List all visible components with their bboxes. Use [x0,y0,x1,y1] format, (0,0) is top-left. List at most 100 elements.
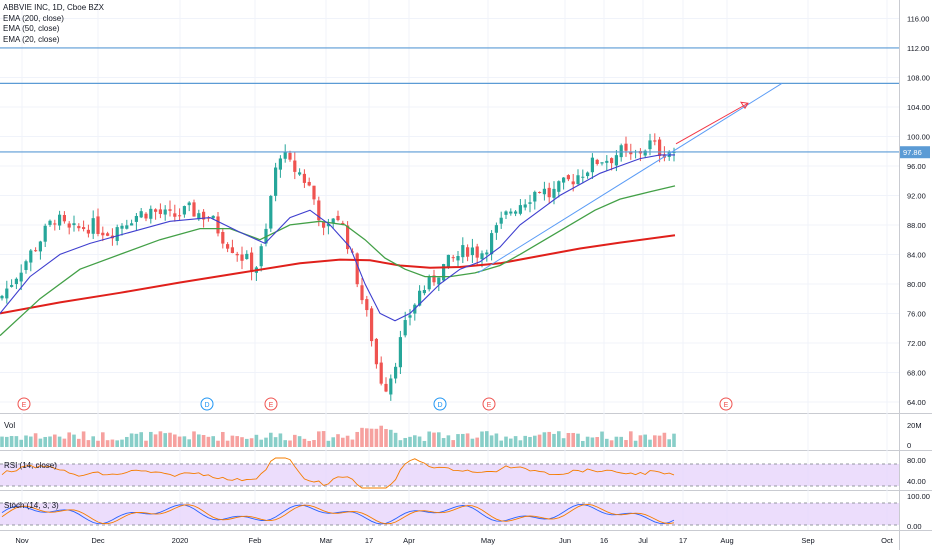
volume-bar [369,428,374,447]
volume-bar [379,425,383,447]
volume-bar [523,435,527,447]
candle-body [312,185,316,200]
volume-label[interactable]: Vol [4,421,16,430]
time-tick-label: Nov [15,536,29,545]
candle-body [629,152,633,155]
candle-body [106,233,110,236]
volume-bar [302,438,307,447]
volume-bar [542,432,547,447]
volume-bar [360,427,364,447]
volume-bar [5,436,9,447]
candle-body [86,229,90,234]
candle-body [317,200,321,221]
price-tick-label: 96.00 [907,162,926,171]
stoch-label[interactable]: Stoch (14, 3, 3) [4,501,59,510]
volume-bar [494,433,499,447]
candle-body [360,285,364,301]
rsi-line [1,457,675,489]
rsi-label[interactable]: RSI (14, close) [4,461,57,470]
candle-body [384,383,388,392]
volume-bar [605,438,609,447]
time-tick-label: Aug [720,536,733,545]
volume-bar [571,432,575,447]
candle-body [230,247,234,254]
volume-bar [269,432,273,447]
volume-bar [53,434,57,447]
volume-bar [451,440,455,447]
volume-bar [245,438,249,447]
volume-bar [566,433,571,447]
volume-bar [24,435,28,447]
volume-bar [336,434,340,447]
candle-body [82,227,86,230]
volume-bar [278,433,283,447]
candle-body [499,217,503,224]
candle-body [658,139,662,157]
volume-bar [326,440,331,447]
volume-bar [216,440,220,447]
volume-bar [312,440,316,447]
volume-bar [653,435,657,447]
volume-bar [297,436,302,447]
volume-bar [125,436,129,447]
candle-body [336,215,340,221]
candle-body [283,151,287,159]
volume-bar [101,432,105,447]
volume-bar [518,440,523,447]
volume-bar [513,436,518,447]
volume-bar [317,431,321,447]
volume-bar [389,429,393,447]
time-tick-label: 17 [365,536,373,545]
candle-body [168,209,172,211]
candle-body [307,181,311,186]
candle-body [643,150,647,156]
volume-bar [9,436,14,447]
candle-body [72,223,76,226]
price-tick-label: 80.00 [907,280,926,289]
candle-body [595,159,599,164]
volume-bar [489,435,494,447]
candle-body [62,214,66,222]
candle-body [374,338,378,365]
candle-body [274,167,278,196]
candle-body [403,320,407,336]
time-tick-label: Sep [801,536,814,545]
candle-body [398,337,402,368]
candle-body [389,378,393,395]
candle-body [485,252,489,255]
volume-bar [91,436,95,447]
volume-bar [417,436,422,447]
volume-bar [259,439,263,447]
legend-ema200[interactable]: EMA (200, close) [3,13,64,23]
candle-body [43,225,47,242]
volume-bar [163,433,167,447]
last-price-label: 97.86 [903,148,922,157]
candle-body [662,154,666,158]
volume-bar [624,440,628,447]
volume-bar [662,432,667,447]
volume-bar [158,431,163,447]
volume-bar [321,431,326,447]
legend: ABBVIE INC, 1D, Cboe BZX EMA (200, close… [3,3,104,45]
price-tick-label: 64.00 [907,398,926,407]
earnings-event-icon [17,397,31,411]
candle-body [163,209,167,215]
price-tick-label: 84.00 [907,250,926,259]
volume-bar [307,440,311,447]
volume-bar [355,431,359,447]
volume-bar [413,435,417,447]
candle-body [538,191,542,193]
legend-ema50[interactable]: EMA (50, close) [3,24,60,33]
volume-bar [197,434,201,447]
volume-bar [667,439,671,447]
candle-body [182,206,186,215]
volume-bar [547,431,551,447]
candle-body [547,187,551,198]
volume-bar [393,432,398,447]
volume-bar [211,436,215,447]
legend-ema20[interactable]: EMA (20, close) [3,34,60,44]
candle-body [278,158,282,170]
candle-body [149,208,153,219]
candle-body [470,247,474,256]
